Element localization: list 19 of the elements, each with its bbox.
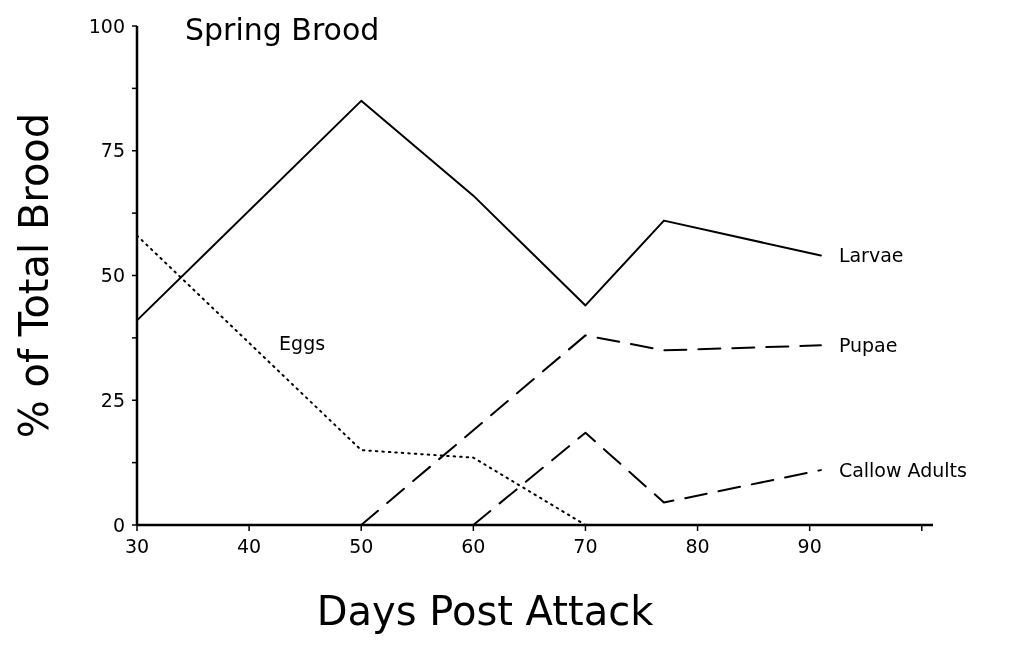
y-tick-label: 100 <box>88 14 125 37</box>
x-tick-label: 30 <box>124 535 150 557</box>
chart-title: Spring Brood <box>185 12 380 47</box>
series-label: Callow Adults <box>838 458 967 481</box>
x-tick-label: 90 <box>797 535 822 557</box>
y-tick-label: 25 <box>100 388 125 411</box>
y-axis-title: % of Total Brood <box>11 112 57 439</box>
series-label: Larvae <box>838 244 904 267</box>
x-tick-label: 40 <box>237 535 262 557</box>
x-tick-label: 60 <box>461 535 486 557</box>
series-label: Eggs <box>279 331 326 354</box>
x-tick-label: 50 <box>349 535 374 557</box>
series-label: Pupae <box>838 334 898 357</box>
y-tick-label: 50 <box>100 264 125 287</box>
x-tick-label: 70 <box>573 535 598 557</box>
x-axis-title: Days Post Attack <box>316 588 655 634</box>
y-tick-label: 75 <box>100 139 125 162</box>
y-tick-label: 0 <box>112 513 125 536</box>
x-tick-label: 80 <box>685 535 710 557</box>
